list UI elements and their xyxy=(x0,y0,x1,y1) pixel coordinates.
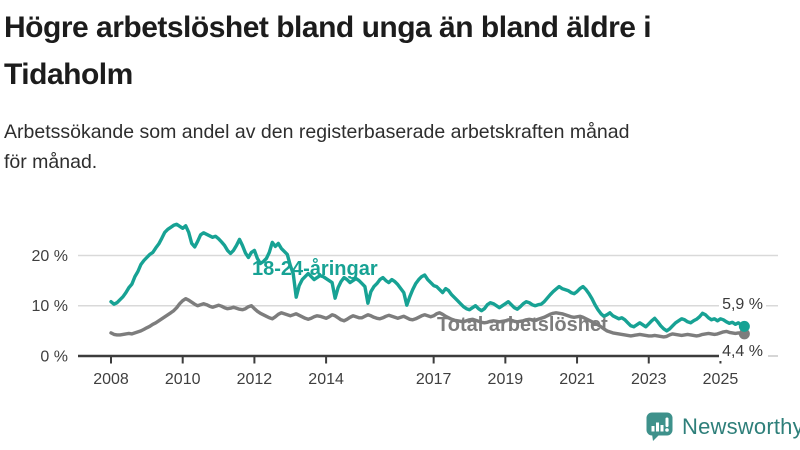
end-value-youth: 5,9 % xyxy=(719,296,766,314)
logo-bar-medium xyxy=(660,425,664,432)
total-end-dot xyxy=(738,328,750,340)
logo-bubble xyxy=(646,412,673,436)
x-tick-label-2014: 2014 xyxy=(308,371,344,388)
y-tick-label-0: 0 % xyxy=(40,349,68,366)
total-series-line xyxy=(109,297,747,339)
page-title: Högre arbetslöshet bland unga än bland ä… xyxy=(4,11,652,91)
y-tick-label-20: 20 % xyxy=(32,248,68,265)
logo-bar-tall xyxy=(656,422,659,432)
brand-footer: Newsworthy xyxy=(646,412,800,441)
logo-bar-small xyxy=(651,426,655,432)
x-tick-label-2017: 2017 xyxy=(416,371,452,388)
page-subtitle: Arbetssökande som andel av den registerb… xyxy=(4,121,630,173)
youth-end-dot xyxy=(738,320,750,332)
series-label-youth: 18-24-åringar xyxy=(252,258,378,280)
series-label-total: Total arbetslöshet xyxy=(437,314,608,336)
newsworthy-logo-icon xyxy=(646,412,673,441)
logo-exclamation-dot xyxy=(665,428,669,432)
y-tick-label-10: 10 % xyxy=(32,298,68,315)
end-value-total: 4,4 % xyxy=(719,343,766,361)
x-tick-label-2025: 2025 xyxy=(703,371,739,388)
youth-series-line xyxy=(109,222,747,333)
x-tick-label-2023: 2023 xyxy=(631,371,667,388)
x-tick-label-2019: 2019 xyxy=(488,371,524,388)
x-tick-label-2021: 2021 xyxy=(559,371,595,388)
brand-name: Newsworthy xyxy=(682,413,800,439)
logo-exclamation-bar xyxy=(665,417,669,427)
logo-bubble-tail xyxy=(652,434,660,441)
x-tick-label-2008: 2008 xyxy=(93,371,129,388)
x-tick-label-2012: 2012 xyxy=(237,371,273,388)
x-tick-label-2010: 2010 xyxy=(165,371,201,388)
